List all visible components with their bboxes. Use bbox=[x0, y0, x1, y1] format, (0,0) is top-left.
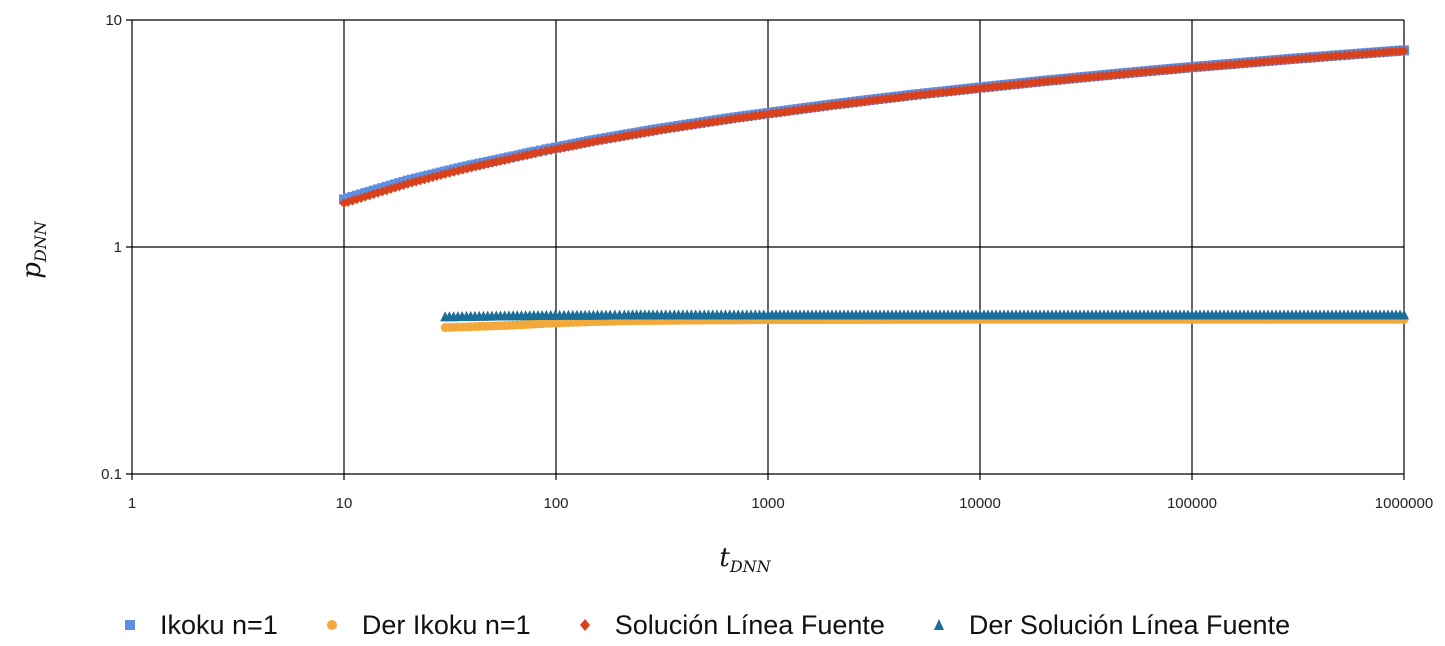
grid-lines bbox=[126, 19, 1405, 480]
legend-item-solucion: Solución Línea Fuente bbox=[573, 610, 885, 641]
data-point-diamond bbox=[695, 118, 705, 129]
data-point-diamond bbox=[564, 141, 574, 152]
data-point-diamond bbox=[399, 180, 409, 191]
x-axis-label-sub: DNN bbox=[729, 557, 772, 576]
data-point-diamond bbox=[1247, 57, 1257, 68]
data-point-diamond bbox=[546, 145, 556, 156]
data-point-diamond bbox=[1395, 46, 1405, 57]
y-axis-label: pDNN bbox=[17, 220, 50, 278]
data-point-diamond bbox=[1331, 51, 1341, 62]
data-point-diamond bbox=[971, 83, 981, 94]
data-point-circle bbox=[537, 319, 547, 329]
diamond-marker-icon bbox=[579, 619, 590, 631]
x-tick-label: 100 bbox=[543, 495, 568, 512]
data-point-diamond bbox=[483, 158, 493, 169]
y-axis-label-main: p bbox=[17, 262, 47, 279]
data-point-diamond bbox=[1119, 68, 1129, 79]
data-point-diamond bbox=[1183, 63, 1193, 74]
data-point-diamond bbox=[1362, 48, 1372, 59]
data-point-diamond bbox=[907, 90, 917, 101]
data-point-triangle bbox=[648, 309, 659, 320]
series-markers bbox=[339, 45, 1409, 333]
legend-item-der-ikoku: Der Ikoku n=1 bbox=[320, 610, 531, 641]
legend: Ikoku n=1 Der Ikoku n=1 Solución Línea F… bbox=[118, 608, 1332, 642]
legend-item-der-solucion: Der Solución Línea Fuente bbox=[927, 610, 1290, 641]
data-point-triangle bbox=[971, 309, 981, 320]
data-point-diamond bbox=[500, 154, 510, 165]
data-point-triangle bbox=[1183, 309, 1193, 320]
data-point-diamond bbox=[584, 137, 594, 148]
data-point-diamond bbox=[526, 149, 536, 160]
x-tick-label: 1 bbox=[128, 495, 136, 512]
data-point-diamond bbox=[1284, 54, 1294, 65]
data-point-diamond bbox=[938, 87, 948, 98]
legend-label-der-solucion: Der Solución Línea Fuente bbox=[968, 609, 1291, 640]
data-point-diamond bbox=[436, 169, 446, 180]
x-tick-label: 1000 bbox=[751, 495, 784, 512]
data-point-triangle bbox=[537, 309, 548, 320]
data-point-triangle bbox=[600, 309, 611, 320]
x-axis-label: tDNN bbox=[719, 543, 771, 576]
data-point-triangle bbox=[584, 309, 595, 320]
data-point-triangle bbox=[627, 309, 638, 320]
legend-label-solucion: Solución Línea Fuente bbox=[614, 609, 885, 640]
data-point-diamond bbox=[726, 114, 736, 125]
triangle-marker-icon bbox=[933, 619, 944, 630]
tick-labels: 1 10 100 1000 10000 100000 1000000 0.1 1 10 bbox=[101, 12, 1433, 512]
data-point-triangle bbox=[563, 309, 574, 320]
data-point-diamond bbox=[860, 96, 870, 107]
data-point-diamond bbox=[536, 147, 546, 158]
data-point-circle bbox=[500, 321, 510, 331]
data-point-diamond bbox=[759, 109, 769, 120]
y-tick-label: 1 bbox=[114, 239, 122, 256]
data-point-diamond bbox=[1035, 77, 1045, 88]
x-axis-label-main: t bbox=[719, 543, 730, 573]
data-point-diamond bbox=[1072, 73, 1082, 84]
data-point-diamond bbox=[1150, 66, 1160, 77]
data-point-triangle bbox=[758, 309, 769, 320]
data-point-triangle bbox=[614, 309, 625, 320]
data-point-triangle bbox=[499, 310, 510, 321]
data-point-circle bbox=[563, 318, 573, 328]
y-axis-label-sub: DNN bbox=[31, 220, 50, 263]
x-tick-label: 1000000 bbox=[1375, 495, 1433, 512]
x-tick-label: 10 bbox=[336, 495, 353, 512]
data-point-diamond bbox=[648, 126, 658, 137]
data-point-triangle bbox=[1395, 309, 1405, 320]
legend-label-der-ikoku: Der Ikoku n=1 bbox=[361, 609, 531, 640]
y-tick-label: 0.1 bbox=[101, 466, 122, 483]
x-tick-label: 10000 bbox=[959, 495, 1001, 512]
legend-item-ikoku: Ikoku n=1 bbox=[118, 610, 278, 641]
y-tick-label: 10 bbox=[105, 12, 122, 29]
data-point-diamond bbox=[1221, 59, 1231, 70]
data-point-triangle bbox=[694, 309, 705, 320]
circle-marker-icon bbox=[326, 620, 337, 630]
data-point-diamond bbox=[462, 163, 472, 174]
data-point-diamond bbox=[513, 151, 523, 162]
x-tick-label: 100000 bbox=[1167, 495, 1217, 512]
data-point-diamond bbox=[610, 132, 620, 143]
legend-label-ikoku: Ikoku n=1 bbox=[160, 609, 278, 640]
data-point-diamond bbox=[823, 101, 833, 112]
square-marker-icon bbox=[125, 620, 135, 630]
